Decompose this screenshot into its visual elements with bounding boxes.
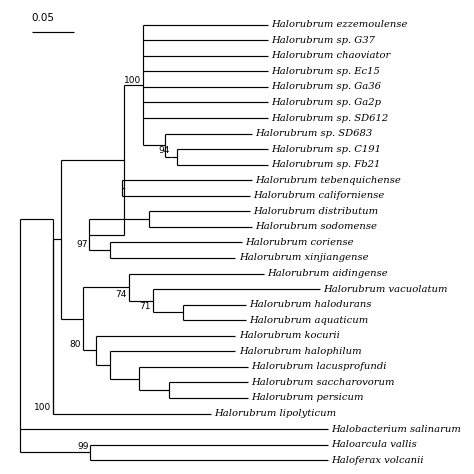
Text: Halorubrum xinjiangense: Halorubrum xinjiangense [239,254,368,263]
Text: Halorubrum distributum: Halorubrum distributum [253,207,378,216]
Text: Halorubrum lacusprofundi: Halorubrum lacusprofundi [251,362,386,371]
Text: Haloarcula vallis: Haloarcula vallis [331,440,417,449]
Text: Haloferax volcanii: Haloferax volcanii [331,456,424,465]
Text: Halorubrum aquaticum: Halorubrum aquaticum [249,316,368,325]
Text: Halorubrum halodurans: Halorubrum halodurans [249,300,371,309]
Text: Halorubrum chaoviator: Halorubrum chaoviator [271,51,390,60]
Text: Halorubrum halophilum: Halorubrum halophilum [239,347,361,356]
Text: Halorubrum coriense: Halorubrum coriense [245,238,353,247]
Text: Halorubrum lipolyticum: Halorubrum lipolyticum [215,409,337,418]
Text: Halorubrum vacuolatum: Halorubrum vacuolatum [323,284,448,293]
Text: Halorubrum sp. SD612: Halorubrum sp. SD612 [271,114,388,122]
Text: Halorubrum sp. Fb21: Halorubrum sp. Fb21 [271,160,380,169]
Text: Halorubrum sp. Ga2p: Halorubrum sp. Ga2p [271,98,381,107]
Text: Halorubrum kocurii: Halorubrum kocurii [239,331,339,340]
Text: Halorubrum sp. G37: Halorubrum sp. G37 [271,36,375,45]
Text: 94: 94 [158,146,169,155]
Text: Halorubrum aidingense: Halorubrum aidingense [267,269,388,278]
Text: 100: 100 [34,403,52,412]
Text: Halorubrum californiense: Halorubrum californiense [253,191,384,201]
Text: 97: 97 [76,240,88,249]
Text: Halorubrum saccharovorum: Halorubrum saccharovorum [251,378,394,387]
Text: 0.05: 0.05 [32,13,55,23]
Text: 80: 80 [70,340,82,349]
Text: 71: 71 [140,302,151,311]
Text: 74: 74 [116,290,127,299]
Text: Halobacterium salinarum: Halobacterium salinarum [331,425,461,434]
Text: 99: 99 [77,442,89,451]
Text: Halorubrum sp. Ga36: Halorubrum sp. Ga36 [271,82,381,91]
Text: Halorubrum sp. Ec15: Halorubrum sp. Ec15 [271,67,380,76]
Text: Halorubrum persicum: Halorubrum persicum [251,393,364,402]
Text: Halorubrum sodomense: Halorubrum sodomense [255,222,377,231]
Text: Halorubrum tebenquichense: Halorubrum tebenquichense [255,176,401,185]
Text: Halorubrum ezzemoulense: Halorubrum ezzemoulense [271,20,407,29]
Text: 100: 100 [124,76,141,85]
Text: Halorubrum sp. C191: Halorubrum sp. C191 [271,145,381,154]
Text: Halorubrum sp. SD683: Halorubrum sp. SD683 [255,129,372,138]
